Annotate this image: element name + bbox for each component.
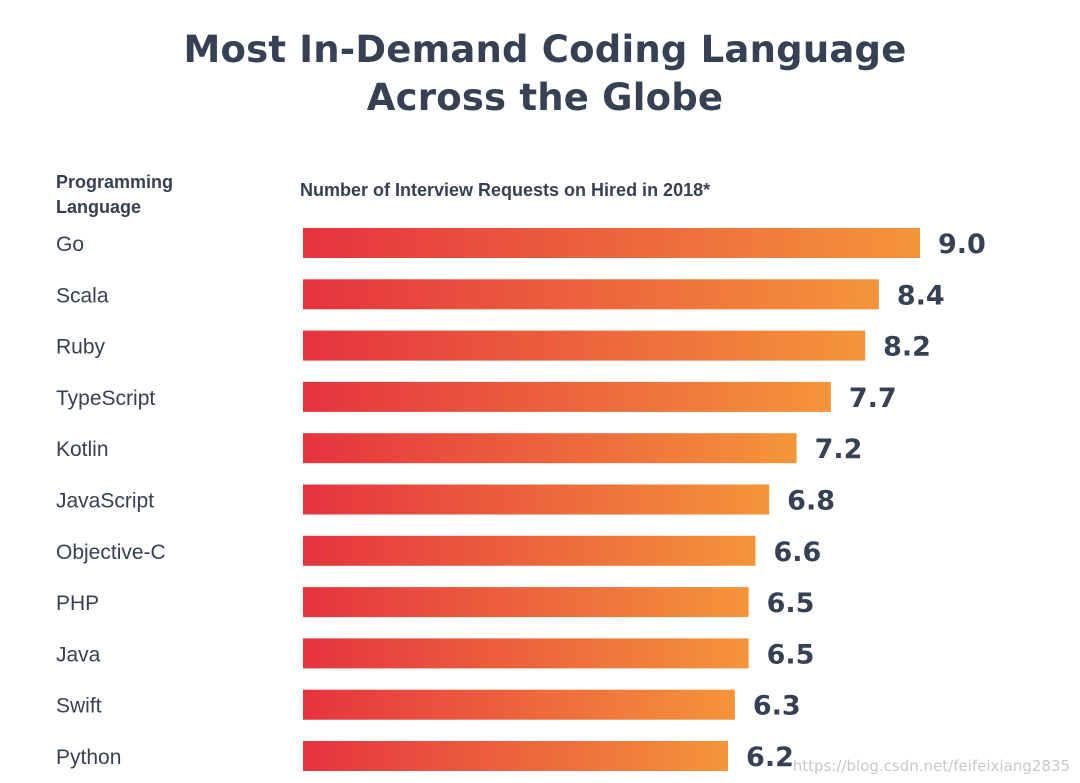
watermark: https://blog.csdn.net/feifeixiang2835 bbox=[792, 757, 1070, 775]
chart-title: Most In-Demand Coding Language Across th… bbox=[0, 26, 1080, 122]
value-label: 6.5 bbox=[767, 588, 815, 619]
category-label: Kotlin bbox=[56, 438, 109, 461]
value-axis-header: Number of Interview Requests on Hired in… bbox=[300, 180, 711, 200]
bar bbox=[303, 433, 797, 464]
value-label: 9.0 bbox=[938, 229, 986, 260]
bar bbox=[303, 535, 756, 566]
value-label: 6.5 bbox=[767, 639, 815, 670]
value-label: 6.2 bbox=[746, 742, 794, 773]
category-label: PHP bbox=[56, 592, 99, 615]
bar bbox=[303, 228, 920, 258]
value-label: 6.6 bbox=[773, 537, 821, 568]
category-label: Scala bbox=[56, 284, 109, 307]
bar bbox=[303, 279, 879, 310]
category-label: TypeScript bbox=[56, 387, 155, 410]
bars-group: Go 9.0 Scala 8.4 Ruby 8.2 TypeScript 7.7 Kotlin 7… bbox=[56, 228, 986, 773]
bar bbox=[303, 638, 749, 669]
chart-title-line-1: Most In-Demand Coding Language bbox=[183, 28, 907, 71]
value-label: 7.7 bbox=[849, 383, 897, 414]
category-label: Ruby bbox=[56, 336, 106, 359]
bar bbox=[303, 330, 866, 361]
value-label: 8.2 bbox=[883, 332, 931, 363]
bar bbox=[303, 381, 831, 412]
category-label: Swift bbox=[56, 695, 102, 718]
value-label: 6.3 bbox=[753, 691, 801, 722]
category-label: Go bbox=[56, 233, 84, 256]
category-label: Java bbox=[56, 643, 101, 666]
value-label: 8.4 bbox=[897, 280, 945, 311]
chart-title-line-2: Across the Globe bbox=[366, 76, 724, 119]
bar bbox=[303, 741, 729, 771]
category-label: JavaScript bbox=[56, 490, 154, 513]
category-column-header: Programming Language bbox=[56, 172, 174, 217]
value-label: 7.2 bbox=[815, 434, 863, 465]
bar bbox=[303, 484, 770, 515]
bar bbox=[303, 587, 749, 618]
value-label: 6.8 bbox=[787, 486, 835, 517]
bar bbox=[303, 689, 735, 720]
category-label: Python bbox=[56, 746, 121, 769]
category-label: Objective-C bbox=[56, 541, 166, 564]
